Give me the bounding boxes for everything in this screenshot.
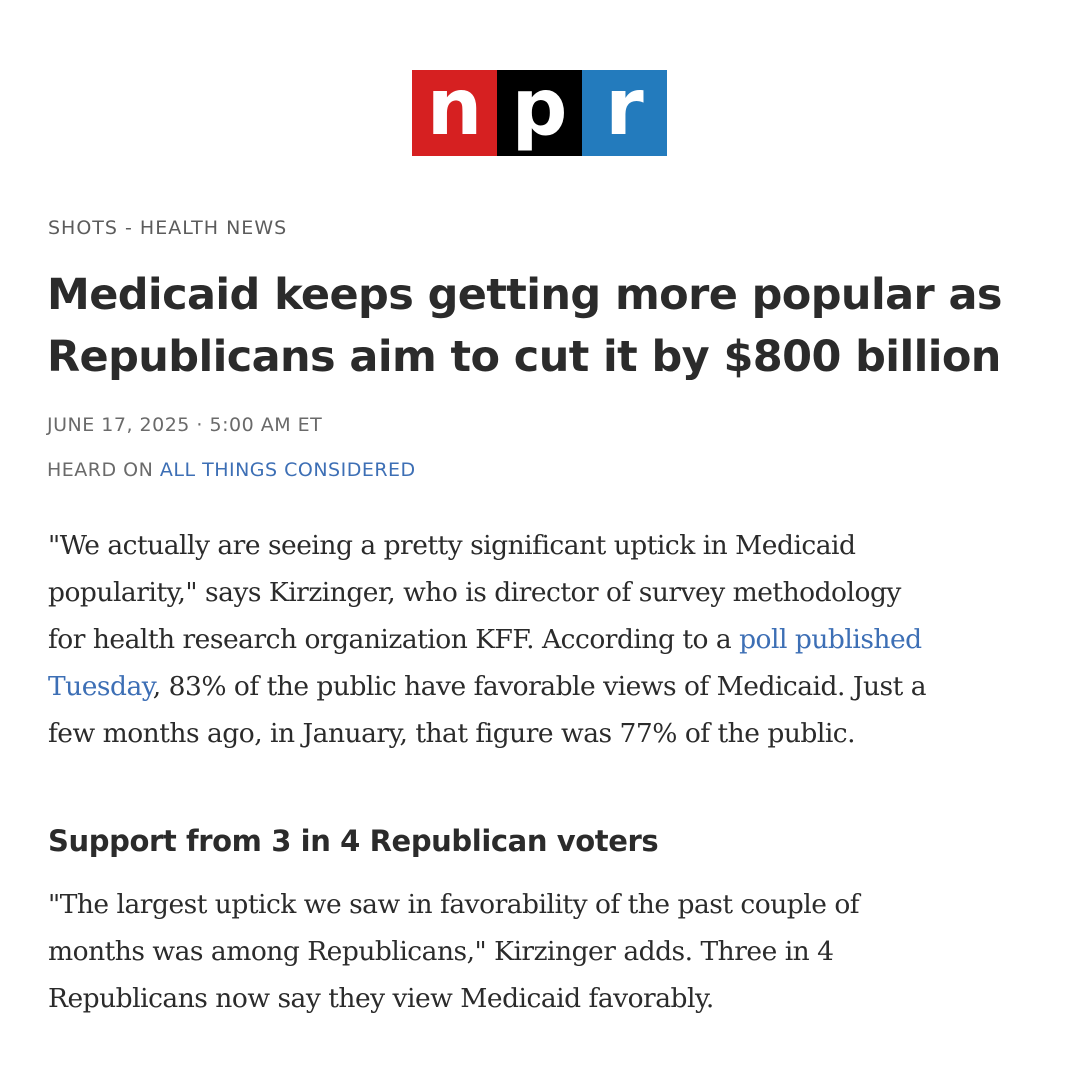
paragraph-1-line-4: , 83% of the public have favorable views… <box>152 671 927 702</box>
npr-logo[interactable]: n p r <box>412 69 667 156</box>
paragraph-1-line-2: popularity," says Kirzinger, who is dire… <box>48 577 901 608</box>
headline-line-2: Republicans aim to cut it by $800 billio… <box>47 332 1001 382</box>
article-paragraph-1: "We actually are seeing a pretty signifi… <box>48 522 1048 757</box>
headline-line-1: Medicaid keeps getting more popular as <box>47 270 1002 320</box>
program-link[interactable]: ALL THINGS CONSIDERED <box>159 459 416 481</box>
section-subhead: Support from 3 in 4 Republican voters <box>48 824 659 858</box>
paragraph-2-line-1: "The largest uptick we saw in favorabili… <box>48 889 860 920</box>
section-kicker[interactable]: SHOTS - HEALTH NEWS <box>48 217 288 239</box>
paragraph-1-line-5: few months ago, in January, that figure … <box>48 718 856 749</box>
npr-logo-r: r <box>582 69 667 156</box>
article-paragraph-2: "The largest uptick we saw in favorabili… <box>48 881 1048 1022</box>
paragraph-2-line-2: months was among Republicans," Kirzinger… <box>48 936 834 967</box>
paragraph-1-line-3: for health research organization KFF. Ac… <box>48 624 740 655</box>
heard-on-prefix: HEARD ON <box>47 459 160 481</box>
heard-on: HEARD ON ALL THINGS CONSIDERED <box>47 459 416 481</box>
npr-logo-p: p <box>497 69 582 156</box>
article-headline: Medicaid keeps getting more popular as Re… <box>47 264 1057 388</box>
npr-logo-n: n <box>412 69 497 156</box>
paragraph-2-line-3: Republicans now say they view Medicaid f… <box>48 983 714 1014</box>
paragraph-1-line-1: "We actually are seeing a pretty signifi… <box>48 530 856 561</box>
poll-link-part-2[interactable]: Tuesday <box>48 671 153 702</box>
article-dateline: JUNE 17, 2025 · 5:00 AM ET <box>47 414 323 436</box>
poll-link-part-1[interactable]: poll published <box>739 624 922 655</box>
